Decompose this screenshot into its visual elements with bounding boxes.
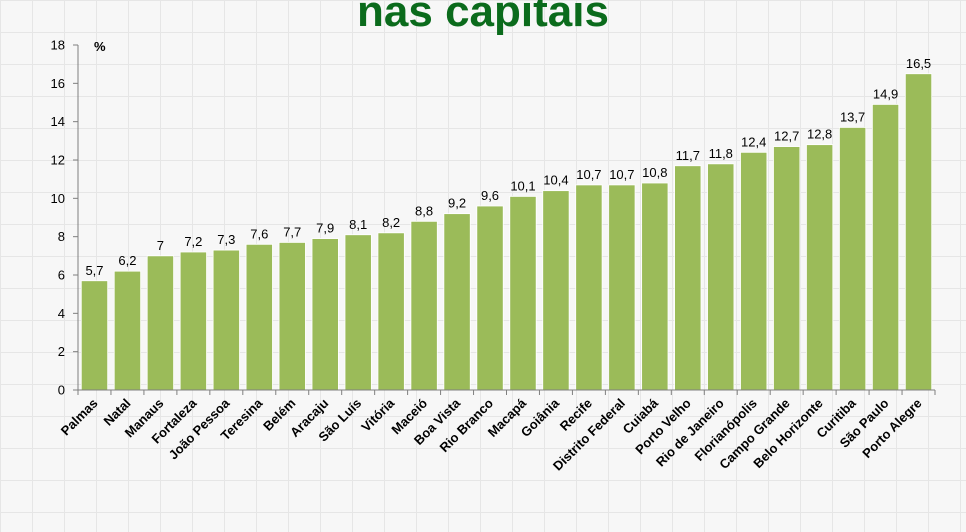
- bar: [278, 242, 306, 391]
- data-label: 13,7: [840, 109, 865, 124]
- data-label: 12,7: [774, 129, 799, 144]
- bar: [839, 127, 867, 391]
- y-axis: 0 2 4 6 8 10 12 14 16 18%: [51, 38, 106, 398]
- chart-title: nas capitais: [357, 0, 609, 36]
- y-tick-label: 6: [58, 268, 65, 283]
- bar: [674, 165, 702, 391]
- data-label: 10,8: [642, 165, 667, 180]
- y-tick-label: 10: [51, 191, 65, 206]
- bar: [773, 146, 801, 391]
- data-label: 10,4: [543, 173, 568, 188]
- data-label: 5,7: [85, 263, 103, 278]
- bar: [146, 255, 174, 391]
- bar: [608, 184, 636, 391]
- bar: [344, 234, 372, 391]
- y-tick-label: 4: [58, 306, 65, 321]
- data-label: 8,1: [349, 217, 367, 232]
- bar: [212, 249, 240, 391]
- data-label: 11,7: [676, 148, 700, 163]
- y-tick-label: 14: [51, 114, 65, 129]
- data-label: 11,8: [709, 146, 733, 161]
- data-label: 7,9: [316, 221, 334, 236]
- data-label: 10,7: [576, 167, 601, 182]
- data-label: 16,5: [906, 56, 931, 71]
- bar: [740, 151, 768, 391]
- data-label: 6,2: [118, 253, 136, 268]
- bar: [542, 190, 570, 391]
- bar: [509, 196, 537, 391]
- bar: [476, 205, 504, 391]
- bar: [179, 251, 207, 391]
- bar: [641, 182, 669, 391]
- x-category-label: Palmas: [58, 396, 101, 439]
- data-label: 10,1: [510, 178, 535, 193]
- bar: [245, 243, 273, 391]
- y-tick-label: 0: [58, 383, 65, 398]
- data-label: 10,7: [609, 167, 634, 182]
- data-label: 7,6: [250, 226, 268, 241]
- data-label: 7: [157, 238, 164, 253]
- data-label: 14,9: [873, 86, 898, 101]
- y-tick-label: 8: [58, 229, 65, 244]
- data-label: 8,8: [415, 203, 433, 218]
- data-label: 7,3: [217, 232, 235, 247]
- y-tick-label: 2: [58, 344, 65, 359]
- bar: [377, 232, 405, 391]
- data-label: 7,2: [184, 234, 202, 249]
- y-tick-label: 12: [51, 153, 65, 168]
- data-label: 9,6: [481, 188, 499, 203]
- data-labels: 5,7 6,2 7 7,2 7,3 7,6 7,7 7,9 8,1 8,2 8,8 9,2 9,6 10,…: [85, 56, 931, 278]
- data-label: 7,7: [283, 224, 301, 239]
- y-tick-label: 16: [51, 76, 65, 91]
- bar: [871, 104, 900, 391]
- bar: [904, 73, 933, 391]
- data-label: 12,8: [807, 127, 832, 142]
- data-label: 12,4: [741, 134, 766, 149]
- data-label: 9,2: [448, 196, 466, 211]
- bar: [707, 163, 735, 391]
- data-label: 8,2: [382, 215, 400, 230]
- y-unit-label: %: [94, 39, 106, 54]
- y-tick-label: 18: [51, 38, 65, 53]
- bars: [80, 73, 933, 391]
- bar: [806, 144, 834, 391]
- bar: [443, 213, 471, 391]
- bar: [80, 280, 109, 391]
- bar: [311, 238, 339, 391]
- bar: [575, 184, 603, 391]
- bar: [410, 220, 438, 391]
- bar: [113, 270, 142, 391]
